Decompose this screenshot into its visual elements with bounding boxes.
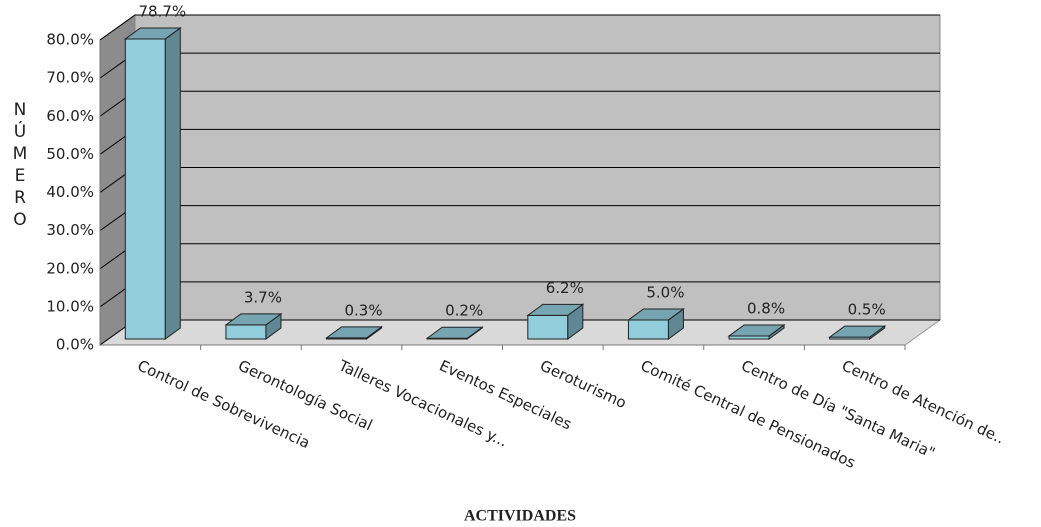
data-label: 78.7% xyxy=(138,2,186,20)
data-label: 5.0% xyxy=(646,283,684,301)
bar xyxy=(224,312,283,340)
data-label: 0.5% xyxy=(848,301,886,319)
bar xyxy=(828,325,887,340)
x-axis-label: ACTIVIDADES xyxy=(464,508,576,525)
y-tick-label: 70.0% xyxy=(46,69,94,87)
data-label: 0.8% xyxy=(747,299,785,317)
y-axis-label: NÚMERO xyxy=(10,100,30,232)
y-tick-label: 50.0% xyxy=(46,145,94,163)
data-label: 3.7% xyxy=(244,288,282,306)
grid-line xyxy=(99,14,940,41)
x-tick-label: Control de Sobrevivencia xyxy=(135,356,313,452)
x-tick-label: Talleres Vocacionales y... xyxy=(335,356,510,451)
y-tick-label: 20.0% xyxy=(46,259,94,277)
y-tick-label: 10.0% xyxy=(46,297,94,315)
y-tick-label: 30.0% xyxy=(46,221,94,239)
bar xyxy=(727,323,786,340)
y-tick-label: 40.0% xyxy=(46,183,94,201)
data-label: 0.2% xyxy=(445,302,483,320)
x-tick-label: Geroturismo xyxy=(537,356,629,412)
y-tick-label: 80.0% xyxy=(46,31,94,49)
data-label: 6.2% xyxy=(546,279,584,297)
bar xyxy=(626,307,685,340)
data-label: 0.3% xyxy=(345,301,383,319)
y-tick-label: 0.0% xyxy=(56,336,94,354)
bar xyxy=(325,325,384,340)
bar xyxy=(425,326,484,340)
bar xyxy=(123,26,182,340)
y-tick-label: 60.0% xyxy=(46,107,94,125)
x-tick-label: Centro de Atención de.. xyxy=(839,356,1007,447)
bar xyxy=(526,303,585,340)
